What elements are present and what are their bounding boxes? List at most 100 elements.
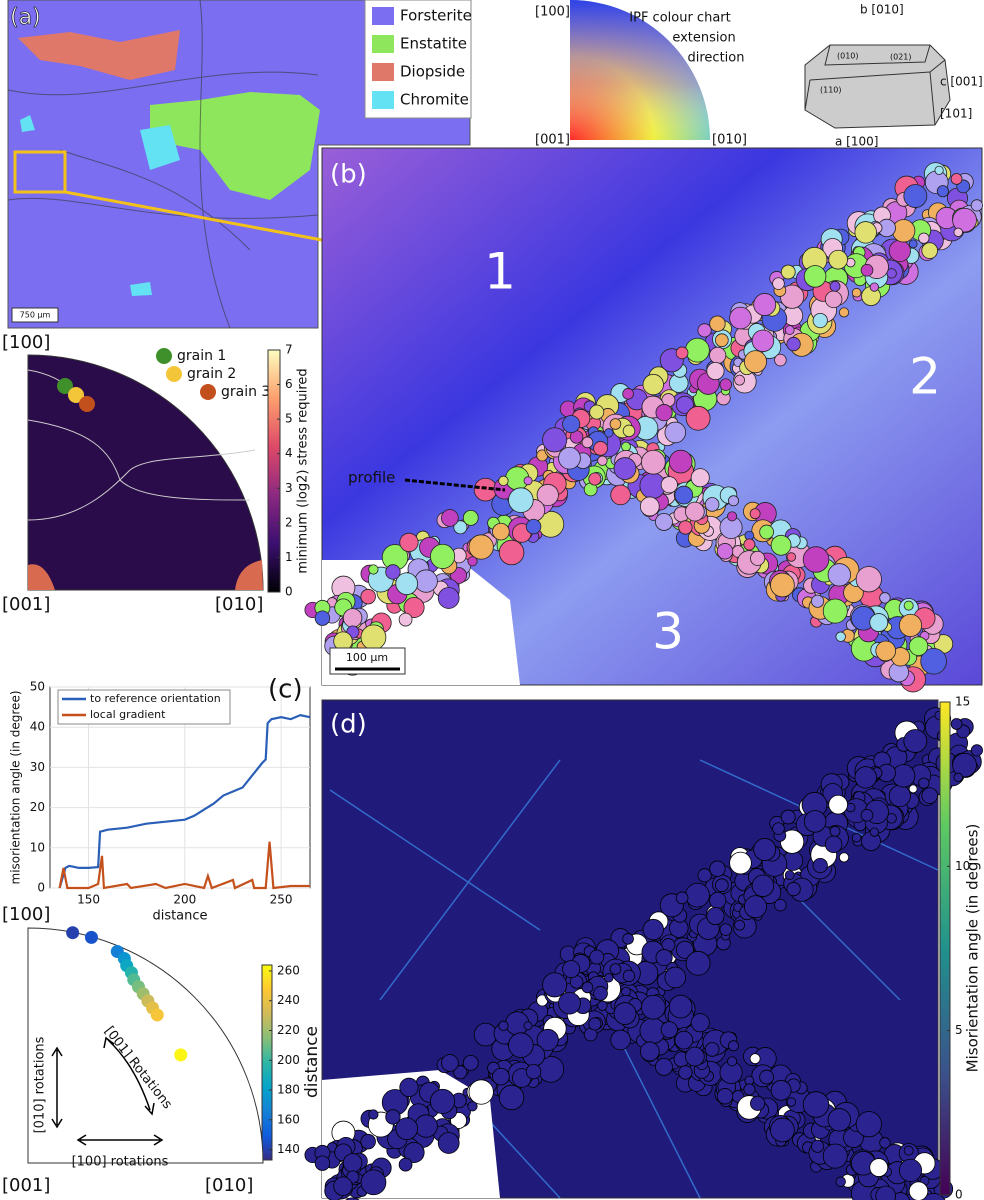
grain bbox=[562, 960, 581, 979]
grain bbox=[709, 860, 726, 877]
legend-label: to reference orientation bbox=[90, 692, 221, 705]
grain bbox=[891, 764, 916, 788]
colorbar-tick-label: 240 bbox=[277, 993, 300, 1007]
grain bbox=[854, 766, 877, 789]
grain bbox=[314, 1155, 331, 1171]
ipf-right: [010] bbox=[712, 133, 747, 148]
grain bbox=[437, 1132, 460, 1154]
grain bbox=[360, 624, 387, 651]
grain bbox=[639, 496, 660, 517]
grain-number: 3 bbox=[652, 603, 684, 661]
grain bbox=[498, 1084, 525, 1111]
grain bbox=[597, 1000, 608, 1011]
grain bbox=[360, 588, 376, 605]
grain bbox=[921, 1192, 946, 1200]
grain bbox=[854, 221, 877, 244]
grain bbox=[621, 986, 631, 997]
grain-number: 1 bbox=[484, 243, 516, 301]
legend-marker bbox=[156, 348, 172, 364]
grain-marker bbox=[68, 387, 84, 403]
grain bbox=[780, 264, 796, 280]
grain bbox=[728, 1040, 739, 1052]
grain bbox=[558, 446, 581, 470]
colorbar-label: distance bbox=[302, 1026, 322, 1098]
grain bbox=[950, 173, 963, 185]
grain bbox=[704, 1042, 720, 1057]
grain bbox=[675, 891, 689, 905]
grain bbox=[812, 857, 828, 874]
grain bbox=[784, 325, 795, 335]
grain bbox=[360, 1133, 376, 1150]
grain bbox=[918, 777, 930, 789]
grain bbox=[314, 610, 331, 626]
colorbar-tick-label: 3 bbox=[285, 481, 293, 495]
grain bbox=[869, 282, 879, 292]
grain bbox=[655, 1057, 673, 1076]
grain bbox=[621, 441, 631, 452]
grain bbox=[597, 455, 608, 466]
phase-map: 750 μm (a) bbox=[7, 0, 471, 329]
grain bbox=[898, 1158, 923, 1182]
panel-label: (c) bbox=[268, 675, 303, 705]
grain bbox=[536, 483, 559, 507]
panel-label: (d) bbox=[330, 710, 367, 740]
legend-swatch bbox=[372, 63, 394, 81]
grain bbox=[588, 1017, 602, 1031]
grain bbox=[772, 822, 785, 835]
grain bbox=[697, 323, 712, 338]
grain bbox=[811, 1139, 825, 1153]
grain bbox=[734, 919, 745, 931]
grain bbox=[822, 598, 848, 624]
colorbar-tick-label: 0 bbox=[955, 1188, 963, 1200]
grain bbox=[642, 373, 664, 396]
colorbar-tick-label: 4 bbox=[285, 446, 293, 460]
grain bbox=[342, 608, 363, 628]
legend-swatch bbox=[372, 35, 394, 53]
grain bbox=[952, 752, 977, 778]
grain bbox=[749, 1053, 761, 1065]
grain bbox=[908, 239, 918, 249]
grain bbox=[609, 963, 622, 975]
phase-legend: Forsterite Enstatite Diopside Chromite bbox=[364, 0, 472, 119]
grain bbox=[468, 1079, 494, 1105]
scatter-point bbox=[84, 930, 98, 944]
grain bbox=[558, 991, 581, 1015]
grain bbox=[562, 415, 581, 434]
grain bbox=[403, 1141, 425, 1163]
grain bbox=[690, 1013, 710, 1033]
pole-label: [001] bbox=[2, 594, 50, 615]
colorbar-tick-label: 0 bbox=[285, 585, 293, 599]
annotation: [010] rotations bbox=[33, 1036, 48, 1133]
grain bbox=[838, 307, 850, 318]
grain bbox=[786, 881, 801, 897]
ipf-top: [100] bbox=[535, 5, 570, 20]
grain bbox=[759, 1069, 774, 1085]
grain bbox=[727, 511, 738, 522]
grain bbox=[706, 907, 725, 926]
arrow bbox=[103, 1036, 155, 1116]
grain bbox=[727, 1056, 738, 1067]
grain bbox=[774, 898, 787, 912]
grain bbox=[838, 852, 850, 863]
grain bbox=[429, 1088, 456, 1114]
grain bbox=[835, 1176, 846, 1187]
pole-figure bbox=[27, 927, 264, 1164]
grain bbox=[613, 1002, 637, 1025]
pole-label: [010] bbox=[215, 594, 263, 615]
grain bbox=[542, 972, 568, 998]
crystal-label: a [100] bbox=[835, 135, 878, 149]
grain bbox=[675, 346, 689, 360]
grain bbox=[772, 277, 785, 290]
grain bbox=[639, 1041, 660, 1062]
grain bbox=[869, 613, 889, 632]
grain bbox=[622, 424, 636, 438]
grain bbox=[642, 918, 664, 941]
grain bbox=[743, 895, 767, 919]
scatter-point bbox=[66, 926, 80, 940]
grain bbox=[784, 870, 795, 880]
y-tick-label: 0 bbox=[37, 881, 45, 895]
grain bbox=[581, 436, 594, 449]
colorbar-tick-label: 5 bbox=[955, 1023, 963, 1037]
grain bbox=[903, 729, 928, 753]
